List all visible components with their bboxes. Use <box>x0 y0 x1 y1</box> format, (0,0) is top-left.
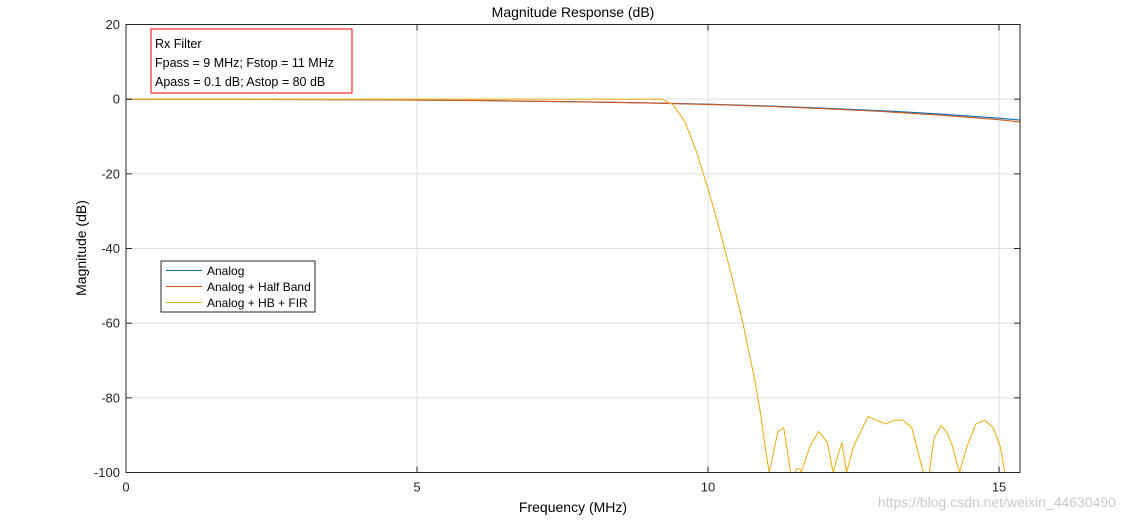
y-tick-label: -80 <box>101 390 120 405</box>
x-tick-label: 5 <box>413 480 420 495</box>
annotation-border <box>150 28 353 94</box>
series-line-analog-hb-fir <box>126 98 1006 473</box>
y-tick-label: 0 <box>113 92 120 107</box>
x-tick-label: 15 <box>992 480 1006 495</box>
legend-entry-analog: Analog <box>207 264 244 278</box>
x-axis-label: Frequency (MHz) <box>519 499 627 515</box>
chart-title: Magnitude Response (dB) <box>492 4 655 20</box>
series-lines <box>126 98 1020 473</box>
y-tick-label: -20 <box>101 166 120 181</box>
annotation-line-2: Fpass = 9 MHz; Fstop = 11 MHz <box>155 56 334 70</box>
y-tick-label: -40 <box>101 241 120 256</box>
y-axis-label: Magnitude (dB) <box>73 200 89 296</box>
legend[interactable]: Analog Analog + Half Band Analog + HB + … <box>160 260 316 313</box>
x-tick-label: 10 <box>701 480 715 495</box>
series-line-analog-half-band <box>126 98 1020 123</box>
annotation-line-3: Apass = 0.1 dB; Astop = 80 dB <box>155 75 325 89</box>
y-tick-label: -60 <box>101 316 120 331</box>
y-tick-label: -100 <box>94 465 120 480</box>
legend-entry-analog-half-band: Analog + Half Band <box>207 280 311 294</box>
annotation-line-1: Rx Filter <box>155 37 202 51</box>
legend-entry-analog-hb-fir: Analog + HB + FIR <box>207 296 308 310</box>
tick-labels: 0 5 10 15 20 0 -20 -40 -60 -80 -100 <box>94 17 1020 495</box>
watermark: https://blog.csdn.net/weixin_44630490 <box>877 494 1116 510</box>
filter-annotation-box: Rx Filter Fpass = 9 MHz; Fstop = 11 MHz … <box>150 28 353 94</box>
y-tick-label: 20 <box>106 17 120 32</box>
x-tick-label: 0 <box>122 480 129 495</box>
